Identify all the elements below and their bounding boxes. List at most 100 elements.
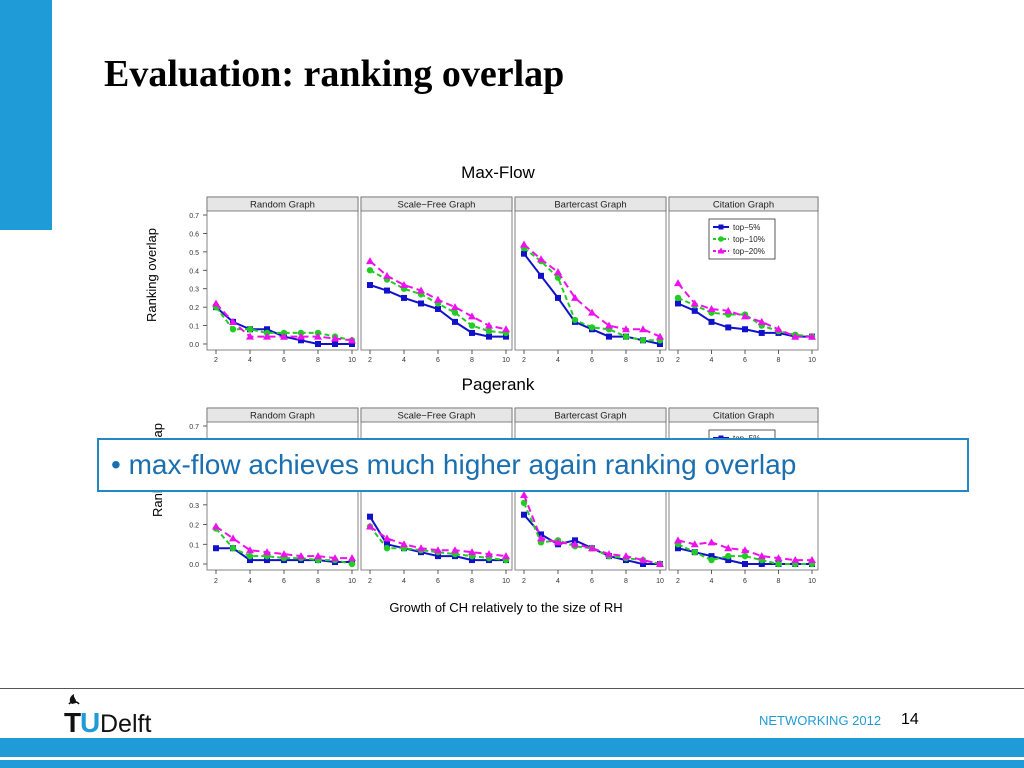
data-point [246, 546, 254, 554]
data-point [690, 540, 699, 548]
legend-marker [717, 247, 725, 254]
data-point [280, 550, 288, 558]
slide-title: Evaluation: ranking overlap [104, 53, 565, 95]
data-point [383, 545, 391, 552]
data-point [640, 561, 646, 567]
panel-frame [206, 196, 359, 351]
x-tick-label: 8 [624, 578, 628, 585]
x-tick-label: 2 [676, 357, 680, 364]
data-point [468, 548, 476, 556]
data-point [725, 552, 732, 560]
data-point [297, 332, 305, 340]
x-tick-label: 10 [656, 578, 664, 585]
data-point [485, 321, 493, 329]
legend-label: top−20% [733, 247, 765, 256]
x-tick-label: 10 [348, 578, 356, 585]
y-tick-label: 0.0 [189, 342, 199, 349]
x-axis-label: Growth of CH relatively to the size of R… [389, 600, 622, 615]
data-point [774, 554, 783, 562]
series-line [523, 502, 661, 565]
data-point [468, 322, 476, 329]
panel-strip [514, 196, 667, 212]
data-point [571, 316, 579, 324]
data-point [212, 299, 220, 307]
x-tick-label: 8 [470, 578, 474, 585]
data-point [297, 552, 305, 560]
data-point [571, 293, 579, 301]
data-point [757, 552, 766, 560]
data-point [555, 294, 561, 301]
x-tick-label: 10 [348, 357, 356, 364]
data-point [554, 268, 562, 276]
data-point [571, 540, 579, 548]
data-point [639, 556, 647, 564]
data-point [485, 327, 493, 335]
data-point [348, 554, 356, 562]
data-point [741, 552, 749, 560]
data-point [657, 341, 663, 347]
x-tick-label: 6 [743, 357, 747, 364]
x-tick-label: 10 [656, 357, 664, 364]
data-point [588, 544, 596, 552]
series-line [677, 543, 812, 565]
data-point [435, 305, 441, 312]
y-tick-label: 0.6 [189, 231, 199, 238]
panel-title: Random Graph [250, 200, 315, 211]
panel-strip [668, 196, 819, 212]
data-point [384, 541, 390, 548]
x-tick-label: 6 [436, 357, 440, 364]
data-point [605, 321, 613, 329]
bottom-stripe [0, 757, 1024, 760]
data-point [742, 561, 748, 567]
data-point [622, 325, 630, 333]
panel-title: Bartercast Graph [554, 200, 626, 211]
x-tick-label: 2 [676, 578, 680, 585]
x-tick-label: 8 [777, 578, 781, 585]
data-point [331, 554, 339, 562]
logo-letter-u: U [80, 707, 100, 736]
data-point [588, 324, 596, 331]
data-point [366, 267, 374, 274]
data-point [537, 255, 545, 263]
data-point [639, 325, 647, 333]
data-point [246, 332, 254, 340]
data-point [708, 556, 715, 564]
data-point [366, 522, 374, 530]
tu-delft-logo: T U Delft [64, 694, 151, 736]
data-point [675, 545, 681, 552]
data-point [708, 553, 715, 560]
data-point [264, 557, 270, 564]
y-tick-label: 0.1 [189, 542, 199, 549]
data-point [229, 534, 237, 542]
panel-strip [514, 407, 667, 423]
data-point [468, 312, 476, 320]
x-tick-label: 4 [556, 578, 560, 585]
panel-title: Scale−Free Graph [398, 411, 476, 422]
data-point [791, 332, 800, 340]
y-axis-label: Ranking overlap [144, 228, 159, 322]
x-tick-label: 4 [710, 357, 714, 364]
y-tick-label: 0.0 [189, 562, 199, 569]
data-point [675, 300, 681, 307]
x-tick-label: 6 [436, 578, 440, 585]
x-tick-label: 2 [368, 578, 372, 585]
data-point [708, 318, 715, 325]
data-point [349, 341, 355, 347]
data-point [521, 511, 527, 518]
data-point [451, 303, 459, 311]
data-point [469, 557, 475, 564]
series-line [523, 247, 660, 342]
data-point [674, 279, 682, 287]
x-tick-label: 6 [282, 578, 286, 585]
x-tick-label: 4 [248, 578, 252, 585]
data-point [451, 546, 459, 554]
series-line [215, 525, 352, 560]
data-point [656, 332, 664, 340]
data-point [520, 240, 528, 248]
data-point [691, 307, 698, 314]
x-tick-label: 8 [316, 578, 320, 585]
data-point [775, 560, 782, 568]
data-point [401, 294, 407, 301]
panel-title: Citation Graph [713, 411, 774, 422]
